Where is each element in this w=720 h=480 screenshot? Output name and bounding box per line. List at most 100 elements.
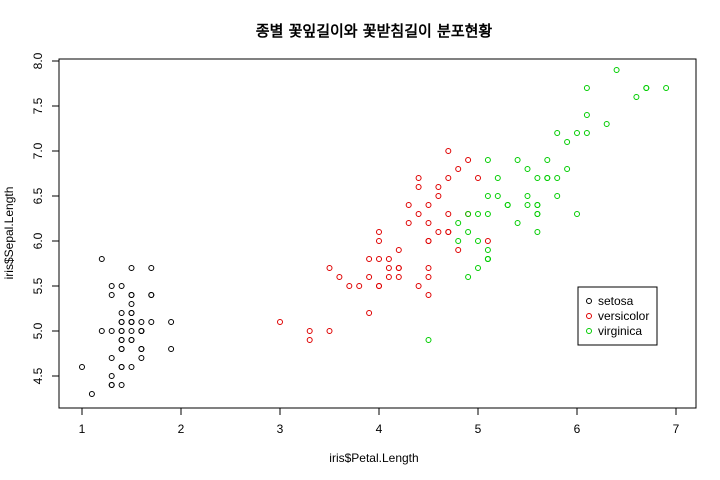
point-versicolor — [435, 193, 442, 199]
point-virginica — [534, 202, 541, 208]
point-setosa — [118, 310, 125, 316]
point-setosa — [108, 382, 115, 388]
point-setosa — [128, 337, 135, 343]
point-virginica — [574, 130, 580, 136]
point-virginica — [583, 85, 590, 91]
point-versicolor — [376, 229, 382, 235]
point-versicolor — [336, 274, 343, 280]
point-virginica — [603, 121, 610, 127]
point-virginica — [484, 211, 491, 217]
legend-label-setosa: setosa — [598, 294, 634, 308]
chart-title: 종별 꽃잎길이와 꽃받침길이 분포현황 — [256, 22, 493, 40]
point-versicolor — [376, 256, 382, 262]
x-tick-label: 3 — [277, 422, 284, 436]
point-virginica — [583, 130, 590, 136]
point-versicolor — [376, 238, 382, 244]
point-setosa — [128, 310, 135, 316]
point-virginica — [494, 193, 501, 199]
y-tick-label: 4.5 — [31, 367, 45, 384]
point-versicolor — [415, 175, 422, 181]
y-tick-label: 7.5 — [31, 97, 45, 114]
point-versicolor — [445, 229, 452, 235]
point-setosa — [108, 373, 115, 379]
legend-marker-setosa — [586, 298, 592, 304]
point-virginica — [494, 175, 501, 181]
point-versicolor — [385, 256, 392, 262]
legend-label-virginica: virginica — [598, 324, 642, 338]
point-setosa — [118, 328, 125, 334]
point-virginica — [554, 175, 561, 181]
point-virginica — [554, 130, 561, 136]
x-axis: 1 2 3 4 5 6 7 — [79, 407, 680, 436]
point-versicolor — [405, 220, 412, 226]
point-versicolor — [306, 328, 313, 334]
y-tick-label: 6.0 — [31, 232, 45, 249]
point-versicolor — [356, 283, 363, 289]
point-setosa — [98, 328, 105, 334]
point-versicolor — [425, 238, 432, 244]
point-versicolor — [445, 175, 452, 181]
point-virginica — [564, 139, 571, 145]
x-tick-label: 7 — [673, 422, 680, 436]
y-axis-label: iris$Sepal.Length — [2, 187, 16, 280]
point-virginica — [633, 94, 640, 100]
legend-label-versicolor: versicolor — [598, 309, 649, 323]
point-virginica — [514, 157, 521, 163]
point-versicolor — [326, 265, 333, 271]
point-virginica — [613, 67, 620, 73]
point-versicolor — [366, 274, 373, 280]
point-virginica — [504, 202, 511, 208]
point-versicolor — [405, 202, 412, 208]
point-setosa — [168, 346, 175, 352]
point-setosa — [128, 364, 135, 370]
point-virginica — [475, 211, 481, 217]
point-setosa — [148, 265, 155, 271]
x-tick-label: 6 — [574, 422, 581, 436]
point-versicolor — [395, 247, 402, 253]
point-versicolor — [425, 202, 432, 208]
point-virginica — [544, 175, 551, 181]
point-setosa — [118, 337, 125, 343]
legend-marker-versicolor — [586, 313, 592, 319]
point-setosa — [128, 319, 135, 325]
point-virginica — [475, 265, 481, 271]
point-versicolor — [366, 310, 373, 316]
point-virginica — [484, 256, 491, 262]
point-setosa — [108, 328, 115, 334]
point-setosa — [148, 319, 155, 325]
point-setosa — [118, 382, 125, 388]
x-tick-label: 5 — [475, 422, 482, 436]
point-versicolor — [425, 220, 432, 226]
point-versicolor — [455, 166, 462, 172]
point-virginica — [484, 193, 491, 199]
point-setosa — [108, 292, 115, 298]
legend-marker-virginica — [586, 328, 592, 334]
point-versicolor — [385, 274, 392, 280]
point-versicolor — [435, 229, 442, 235]
point-setosa — [128, 265, 135, 271]
point-virginica — [524, 193, 531, 199]
point-virginica — [455, 220, 462, 226]
x-tick-label: 4 — [376, 422, 383, 436]
point-versicolor — [415, 184, 422, 190]
y-tick-label: 5.5 — [31, 277, 45, 294]
y-axis: 4.5 5.0 5.5 6.0 6.5 7.0 7.5 8.0 — [31, 52, 60, 384]
point-virginica — [534, 175, 541, 181]
point-setosa — [118, 283, 125, 289]
point-setosa — [79, 364, 85, 370]
point-versicolor — [425, 274, 432, 280]
point-setosa — [128, 301, 135, 307]
point-setosa — [108, 283, 115, 289]
x-tick-label: 1 — [79, 422, 86, 436]
y-tick-label: 7.0 — [31, 142, 45, 159]
point-versicolor — [415, 283, 422, 289]
x-axis-label: iris$Petal.Length — [329, 451, 418, 465]
x-tick-label: 2 — [178, 422, 185, 436]
point-versicolor — [346, 283, 353, 289]
point-setosa — [138, 328, 145, 334]
point-virginica — [514, 220, 521, 226]
point-virginica — [574, 211, 580, 217]
point-versicolor — [455, 247, 462, 253]
point-setosa — [108, 355, 115, 361]
